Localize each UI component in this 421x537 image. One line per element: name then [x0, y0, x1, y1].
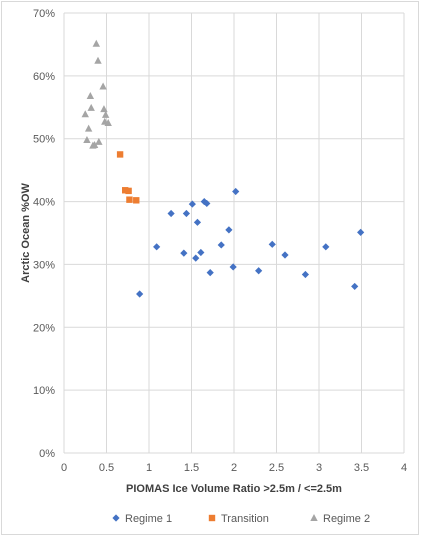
regime-2-point [83, 135, 91, 143]
regime-1-point [188, 200, 196, 208]
regime-1-point [203, 199, 211, 208]
transition-point [133, 197, 140, 204]
y-tick-label: 20% [33, 322, 55, 334]
regime-1-point [268, 240, 276, 248]
regime-1-point [322, 243, 330, 251]
x-tick-label: 3 [316, 462, 322, 474]
x-tick-label: 1.5 [184, 462, 199, 474]
regime-1-point [197, 248, 205, 257]
y-tick-label: 70% [33, 8, 55, 20]
legend-label-transition: Transition [221, 513, 269, 525]
regime-1-point [182, 209, 190, 218]
regime-1-point [232, 187, 240, 196]
regime-1-point [357, 228, 365, 236]
axis-ticks: 0% 10% 20% 30% 40% 50% 60% 70% 0 0.5 1 1.5 2 2.5 3 3.5 4 [33, 8, 407, 474]
legend-label-regime-1: Regime 1 [125, 513, 172, 525]
y-tick-label: 10% [33, 385, 55, 397]
regime-1-point [192, 254, 200, 262]
regime-1-point [255, 267, 263, 275]
regime-1-point [180, 249, 188, 257]
regime-2-point [99, 82, 107, 90]
x-axis-title: PIOMAS Ice Volume Ratio >2.5m / <=2.5m [126, 483, 342, 495]
legend: Regime 1 Transition Regime 2 [112, 513, 370, 525]
grid-lines [63, 12, 405, 454]
legend-label-regime-2: Regime 2 [323, 513, 370, 525]
regime-1-point [193, 218, 202, 226]
regime-1-point [153, 243, 161, 251]
transition-point [126, 196, 133, 203]
regime-2-point [84, 124, 93, 132]
regime-1-point [167, 209, 175, 218]
regime-2-point [94, 56, 102, 64]
x-tick-label: 2 [231, 462, 237, 474]
x-tick-label: 4 [401, 462, 407, 474]
regime-2-point [95, 137, 103, 145]
y-axis-title: Arctic Ocean %OW [20, 183, 32, 283]
legend-marker-transition [208, 514, 216, 522]
x-tick-label: 3.5 [354, 462, 369, 474]
regime-2-point [81, 110, 89, 118]
x-tick-label: 2.5 [269, 462, 284, 474]
regime-1-point [206, 269, 214, 277]
transition-point [122, 187, 129, 194]
y-tick-label: 0% [39, 448, 55, 460]
legend-marker-regime-1 [112, 514, 120, 522]
regime-2-point [92, 39, 100, 47]
regime-1-point [225, 226, 233, 234]
regime-1-point [229, 263, 237, 271]
x-tick-label: 1 [146, 462, 152, 474]
regime-1-point [136, 290, 144, 298]
regime-2-point [100, 105, 108, 113]
regime-2-point [87, 103, 95, 111]
regime-2-point [86, 91, 95, 99]
regime-1-point [281, 251, 289, 259]
x-tick-label: 0.5 [99, 462, 114, 474]
y-tick-label: 60% [33, 71, 55, 83]
x-tick-label: 0 [61, 462, 67, 474]
y-tick-label: 50% [33, 134, 55, 146]
transition-point [116, 151, 124, 158]
regime-1-point [301, 270, 309, 279]
legend-marker-regime-2 [310, 514, 318, 521]
y-tick-label: 30% [33, 259, 55, 271]
regime-1-point [217, 241, 225, 249]
y-tick-label: 40% [33, 197, 55, 209]
regime-2-point [104, 119, 112, 126]
regime-2-point [101, 110, 110, 118]
data-points [81, 39, 365, 298]
transition-point [125, 187, 132, 195]
regime-1-point [351, 282, 359, 291]
regime-2-point [90, 141, 99, 148]
